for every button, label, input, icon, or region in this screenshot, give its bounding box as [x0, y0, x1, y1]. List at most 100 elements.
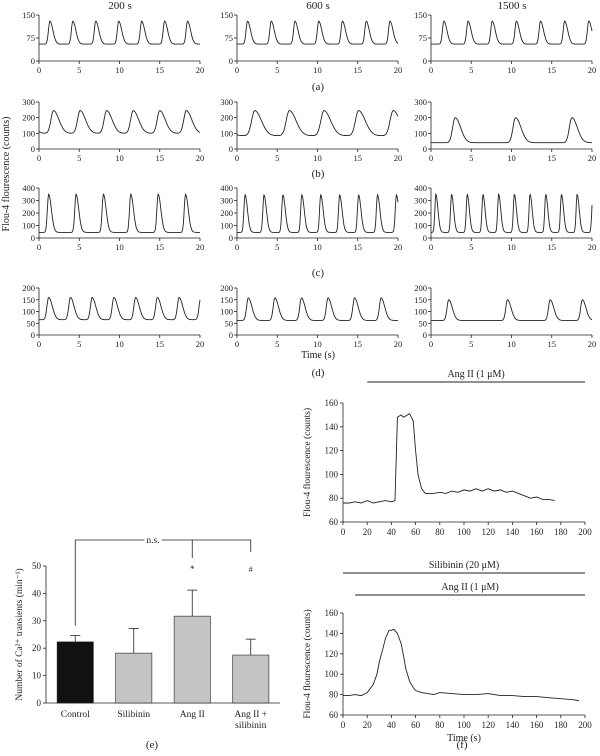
y-tick-label: 400: [414, 183, 427, 193]
y-tick-label: 75: [27, 33, 36, 43]
x-tick-label: 20: [196, 153, 205, 163]
trace-panel-b-4: 0 100 200 300 0 5 10 15 20: [220, 97, 402, 163]
trace-panel-b-3: 0 100 200 300 0 5 10 15 20: [22, 97, 204, 163]
x-tick-label: 20: [363, 720, 373, 730]
x-tick-label: 40: [387, 720, 397, 730]
x-tick-label: 140: [506, 527, 520, 537]
y-tick-label: 200: [414, 113, 427, 123]
x-tick-label: 15: [156, 339, 165, 349]
y-tick-label: 400: [220, 183, 233, 193]
y-tick-label: 200: [220, 113, 233, 123]
line-chart-f-top: 60 80 100 120 140 160 0 20 40 60 80 100 120 140 160 180…: [302, 369, 592, 537]
y-tick-label: 200: [22, 283, 35, 293]
y-tick-label: 60: [329, 517, 339, 527]
panel-f-caption: (f): [457, 739, 468, 751]
y-tick-label: 100: [22, 221, 35, 231]
x-tick-label: 10: [313, 65, 322, 75]
x-tick-label: 20: [588, 242, 597, 252]
y-tick-label: 300: [414, 97, 427, 107]
y-tick-label: 100: [220, 128, 233, 138]
y-tick-label: 100: [22, 128, 35, 138]
x-tick-label: 15: [548, 65, 557, 75]
bar: [56, 641, 94, 704]
y-tick-label: 300: [414, 196, 427, 206]
y-tick-label: 150: [414, 295, 427, 305]
x-tick-label: 5: [77, 153, 81, 163]
x-tick-label: 20: [363, 527, 373, 537]
x-tick-label: 0: [429, 65, 433, 75]
series-line: [343, 628, 580, 702]
x-tick-label: 20: [394, 339, 403, 349]
bar: [173, 615, 211, 704]
treatment-label: Silibinin (20 μM): [429, 560, 499, 571]
trace-panel-c-8: 0 100 200 300 400 0 5 10 15 20: [414, 183, 596, 252]
y-tick-label: 0: [229, 330, 233, 340]
x-tick-label: 5: [469, 242, 473, 252]
significance-star: *: [190, 564, 195, 574]
x-tick-label: 60: [411, 527, 421, 537]
y-tick-label: 0: [423, 330, 427, 340]
x-tick-label: 5: [275, 242, 279, 252]
y-tick-label: 100: [414, 128, 427, 138]
y-tick-label: 0: [31, 56, 35, 66]
series-line: [343, 413, 555, 504]
x-tick-label: 5: [275, 339, 279, 349]
trace-panel-c-7: 0 100 200 300 400 0 5 10 15 20: [220, 183, 402, 252]
x-tick-label: 0: [429, 339, 433, 349]
x-tick-label: 5: [275, 65, 279, 75]
x-tick-label: 0: [37, 153, 41, 163]
x-tick-label: 5: [77, 339, 81, 349]
x-tick-label: 10: [507, 339, 516, 349]
y-tick-label: 60: [329, 710, 339, 720]
x-tick-label: 200: [578, 720, 592, 730]
x-tick-label: 15: [548, 242, 557, 252]
y-tick-label: 0: [229, 144, 233, 154]
x-tick-label: 10: [115, 65, 124, 75]
x-tick-label: 10: [115, 153, 124, 163]
y-axis-label: Flou-4 flourescence (counts): [302, 408, 313, 517]
y-tick-label: 160: [325, 398, 339, 408]
y-tick-label: 40: [32, 588, 42, 598]
x-tick-label: 20: [394, 242, 403, 252]
category-label: Control: [61, 710, 90, 720]
bar: [115, 652, 153, 704]
x-tick-label: 20: [588, 65, 597, 75]
y-tick-label: 100: [22, 307, 35, 317]
y-tick-label: 0: [31, 144, 35, 154]
x-tick-label: 20: [394, 65, 403, 75]
series-line: [431, 117, 592, 144]
x-tick-label: 15: [156, 242, 165, 252]
y-tick-label: 100: [325, 469, 339, 479]
x-tick-label: 0: [235, 153, 239, 163]
treatment-label: Ang II (1 μM): [447, 369, 504, 380]
y-tick-label: 300: [22, 97, 35, 107]
y-tick-label: 300: [220, 196, 233, 206]
x-tick-label: 0: [37, 242, 41, 252]
y-tick-label: 50: [32, 561, 42, 571]
x-tick-label: 0: [235, 65, 239, 75]
x-tick-label: 15: [156, 65, 165, 75]
series-line: [237, 193, 399, 233]
bar-chart-panel-e: 0 10 20 30 40 50 Number of Ca²⁺ transients (mi…: [14, 536, 280, 731]
line-chart-f-bottom: 60 80 100 120 140 160 0 20 40 60 80 100 120 140 160 180…: [302, 560, 592, 744]
series-line: [38, 296, 201, 321]
trace-panel-a-2: 0 75 150 0 5 10 15 20: [414, 10, 596, 75]
x-tick-label: 15: [548, 153, 557, 163]
y-tick-label: 300: [22, 196, 35, 206]
x-tick-label: 120: [481, 720, 495, 730]
x-tick-label: 20: [196, 65, 205, 75]
y-tick-label: 0: [423, 144, 427, 154]
x-tick-label: 0: [429, 153, 433, 163]
x-tick-label: 10: [313, 339, 322, 349]
series-line: [431, 299, 593, 321]
y-tick-label: 0: [423, 233, 427, 243]
x-tick-label: 20: [588, 153, 597, 163]
x-tick-label: 100: [457, 720, 471, 730]
x-tick-label: 10: [313, 242, 322, 252]
x-tick-label: 20: [394, 153, 403, 163]
series-line: [39, 193, 200, 233]
series-line: [39, 20, 200, 45]
trace-panel-c-6: 0 100 200 300 400 0 5 10 15 20: [22, 183, 204, 252]
y-tick-label: 75: [225, 33, 234, 43]
